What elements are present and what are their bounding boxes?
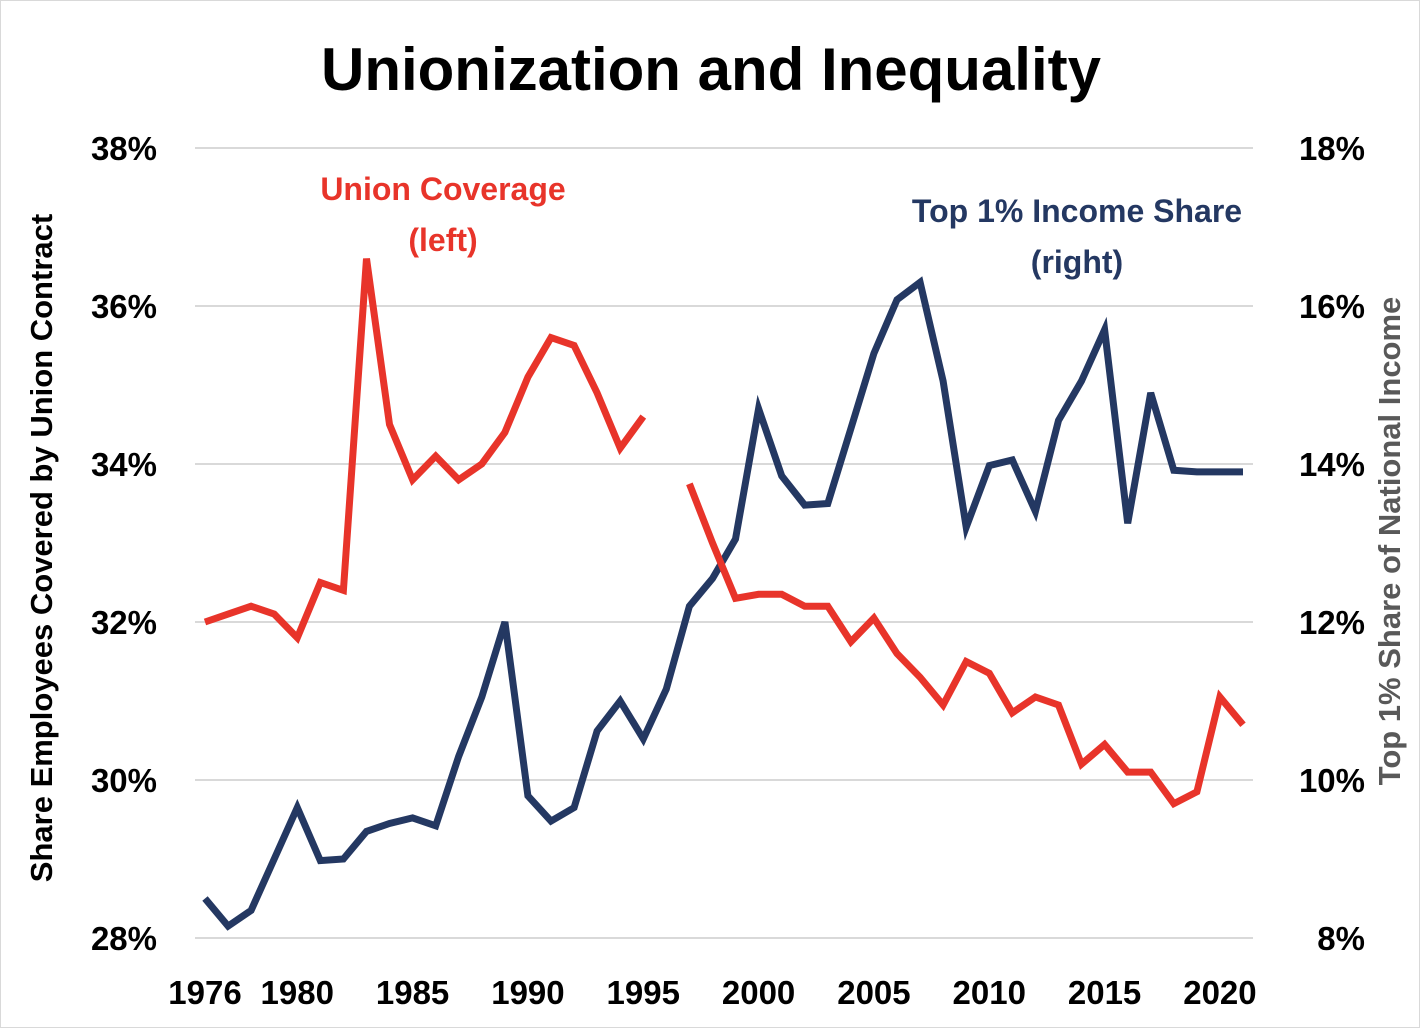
right-tick-label: 10%: [1299, 762, 1365, 799]
x-tick-label: 1995: [607, 974, 680, 1011]
left-tick-label: 38%: [91, 130, 157, 167]
left-tick-label: 28%: [91, 920, 157, 957]
top1-annotation: Top 1% Income Share (right): [912, 193, 1242, 280]
right-tick-label: 8%: [1317, 920, 1365, 957]
x-tick-label: 2015: [1068, 974, 1141, 1011]
right-tick-label: 16%: [1299, 288, 1365, 325]
left-axis-label: Share Employees Covered by Union Contrac…: [24, 214, 59, 882]
union-annotation: Union Coverage (left): [320, 171, 565, 258]
x-tick-label: 2000: [722, 974, 795, 1011]
union-coverage-line-segment-1: [203, 258, 647, 645]
left-axis-ticks: 28% 30% 32% 34% 36% 38%: [91, 130, 157, 957]
x-tick-label: 1976: [168, 974, 241, 1011]
right-tick-label: 18%: [1299, 130, 1365, 167]
right-tick-label: 14%: [1299, 446, 1365, 483]
x-tick-label: 2020: [1183, 974, 1256, 1011]
right-axis-label: Top 1% Share of National Income: [1372, 297, 1407, 786]
left-tick-label: 34%: [91, 446, 157, 483]
right-tick-label: 12%: [1299, 604, 1365, 641]
left-tick-label: 36%: [91, 288, 157, 325]
top1-annotation-line1: Top 1% Income Share: [912, 193, 1242, 229]
x-tick-label: 2010: [953, 974, 1026, 1011]
left-tick-label: 30%: [91, 762, 157, 799]
union-coverage-line-segment-2: [686, 482, 1246, 809]
top1-income-share-line-segment-1: [202, 276, 1243, 931]
series-lines: [202, 258, 1246, 931]
right-axis-ticks: 8% 10% 12% 14% 16% 18%: [1299, 130, 1365, 957]
x-tick-label: 1985: [376, 974, 449, 1011]
x-tick-label: 2005: [837, 974, 910, 1011]
left-tick-label: 32%: [91, 604, 157, 641]
x-tick-label: 1980: [261, 974, 334, 1011]
top1-annotation-line2: (right): [1031, 244, 1123, 280]
chart-title: Unionization and Inequality: [321, 36, 1102, 103]
union-annotation-line2: (left): [408, 222, 477, 258]
union-annotation-line1: Union Coverage: [320, 171, 565, 207]
x-axis-ticks: 1976 1980 1985 1990 1995 2000 2005 2010 2015 2020: [168, 974, 1256, 1011]
x-tick-label: 1990: [491, 974, 564, 1011]
